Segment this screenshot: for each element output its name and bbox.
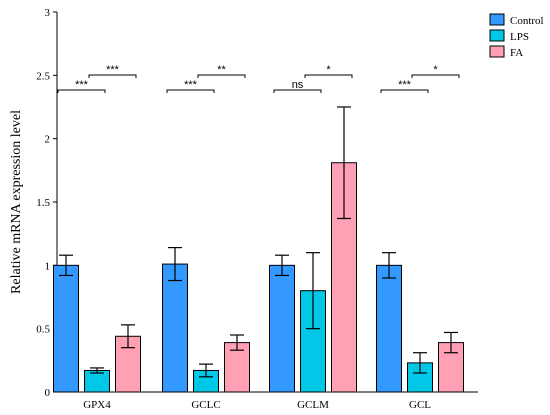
x-tick-label: GCLC	[191, 399, 220, 411]
bar-lps-gpx4	[84, 369, 110, 393]
significance-label-right: **	[217, 64, 226, 76]
bar-fa-gclc	[224, 342, 250, 393]
significance-label-right: *	[326, 64, 331, 76]
legend-swatch-control	[489, 13, 505, 26]
y-tick-label: 0.5	[36, 324, 50, 336]
y-axis-label: Relative mRNA expression level	[9, 110, 24, 294]
legend: Control LPS FA	[489, 13, 544, 59]
y-tick-label: 1	[45, 260, 51, 272]
bar-control-gpx4	[53, 264, 79, 393]
y-tick-label: 2	[45, 134, 51, 146]
y-tick-label: 2.5	[36, 70, 50, 82]
bar-control-gclm	[269, 264, 295, 393]
y-tick-label: 0	[45, 387, 51, 399]
significance-brackets: ***********ns*****	[57, 64, 460, 93]
legend-swatch-lps	[489, 29, 505, 42]
significance-bracket-right	[411, 74, 460, 78]
legend-swatch-fa	[489, 45, 505, 58]
significance-label-right: *	[433, 64, 438, 76]
significance-label-left: ns	[292, 79, 304, 91]
bar-control-gcl	[376, 264, 402, 393]
significance-bracket-right	[88, 74, 137, 78]
bars	[53, 106, 464, 393]
x-tick-label: GCL	[409, 399, 431, 411]
significance-bracket-left	[273, 89, 322, 93]
significance-label-left: ***	[398, 79, 412, 91]
legend-label-control: Control	[510, 15, 544, 27]
x-tick-label: GCLM	[297, 399, 329, 411]
significance-bracket-right	[197, 74, 246, 78]
significance-bracket-left	[380, 89, 429, 93]
y-tick-label: 1.5	[36, 197, 50, 209]
legend-label-lps: LPS	[510, 31, 529, 43]
significance-bracket-left	[57, 89, 106, 93]
significance-label-right: ***	[106, 64, 120, 76]
significance-label-left: ***	[184, 79, 198, 91]
significance-bracket-left	[166, 89, 215, 93]
legend-label-fa: FA	[510, 47, 523, 59]
x-axis: GPX4 GCLC GCLM GCL	[57, 391, 478, 411]
bar-control-gclc	[162, 263, 188, 393]
x-tick-label: GPX4	[83, 399, 111, 411]
significance-label-left: ***	[75, 79, 89, 91]
significance-bracket-right	[304, 74, 353, 78]
y-tick-label: 3	[45, 7, 51, 19]
